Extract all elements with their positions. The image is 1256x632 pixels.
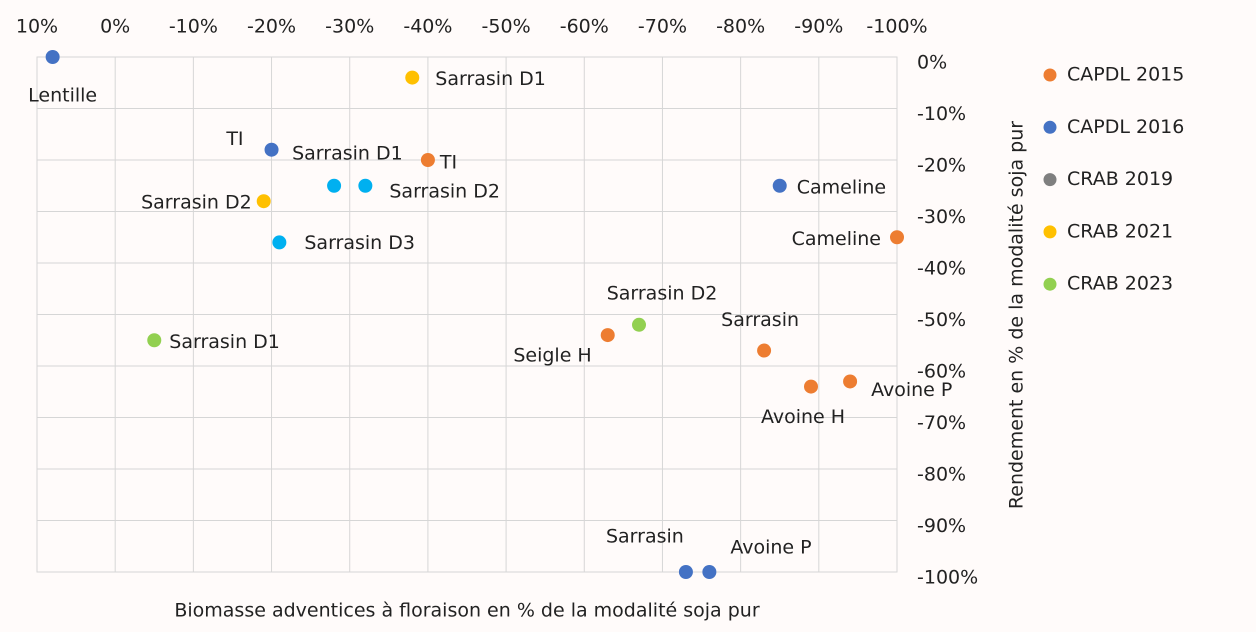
point-label: Sarrasin D2 xyxy=(141,192,252,214)
y-tick-label: -30% xyxy=(917,206,966,228)
x-tick-label: -30% xyxy=(325,16,374,38)
x-tick-label: -70% xyxy=(638,16,687,38)
point-label: Avoine P xyxy=(730,537,811,559)
point-label: Sarrasin xyxy=(606,526,684,548)
point xyxy=(772,178,787,193)
point-label: Seigle H xyxy=(513,345,591,367)
point xyxy=(420,153,435,167)
point xyxy=(632,317,646,332)
point xyxy=(757,343,772,358)
y-tick-label: -90% xyxy=(917,515,966,537)
point-label: Avoine P xyxy=(871,379,952,401)
point-label: Sarrasin D2 xyxy=(607,282,718,304)
x-tick-label: 10% xyxy=(16,16,58,38)
y-tick-label: -60% xyxy=(917,361,966,383)
x-tick-label: -60% xyxy=(560,16,609,38)
y-tick-label: -100% xyxy=(917,567,978,589)
x-tick-label: -100% xyxy=(866,16,927,38)
legend-label: CAPDL 2016 xyxy=(1067,116,1184,138)
point xyxy=(843,374,858,389)
legend-label: CRAB 2023 xyxy=(1067,273,1173,295)
legend-marker xyxy=(1043,173,1057,187)
y-axis-title: Rendement en % de la modalité soja pur xyxy=(1006,121,1028,509)
y-tick-label: -10% xyxy=(917,103,966,125)
point xyxy=(804,379,818,394)
point xyxy=(147,333,162,348)
point-label: Cameline xyxy=(797,176,886,198)
x-tick-label: -90% xyxy=(794,16,843,38)
point xyxy=(327,178,342,193)
point xyxy=(702,565,717,579)
legend-marker xyxy=(1043,120,1057,134)
point xyxy=(256,194,271,209)
point-label: Lentille xyxy=(28,85,97,107)
point-label: TI xyxy=(225,128,243,150)
point-label: Sarrasin xyxy=(721,309,799,331)
legend-marker xyxy=(1043,277,1057,291)
y-tick-label: -50% xyxy=(917,309,966,331)
point-label: Sarrasin D1 xyxy=(292,142,403,164)
point xyxy=(405,70,420,85)
point xyxy=(600,328,615,343)
y-tick-label: -40% xyxy=(917,258,966,280)
x-tick-label: -80% xyxy=(716,16,765,38)
x-tick-label: -40% xyxy=(403,16,452,38)
point-label: Sarrasin D1 xyxy=(435,68,546,90)
point xyxy=(264,142,279,157)
legend-marker xyxy=(1043,225,1057,239)
legend-label: CRAB 2019 xyxy=(1067,168,1173,190)
x-axis-title: Biomasse adventices à floraison en % de … xyxy=(174,600,759,622)
point-label: TI xyxy=(439,152,457,174)
legend-marker xyxy=(1043,68,1057,82)
point-label: Cameline xyxy=(792,228,881,250)
point xyxy=(890,230,904,245)
point xyxy=(45,50,60,64)
x-tick-label: -20% xyxy=(247,16,296,38)
point-label: Sarrasin D3 xyxy=(304,232,415,254)
y-tick-label: 0% xyxy=(917,52,947,74)
x-tick-label: 0% xyxy=(100,16,130,38)
point xyxy=(678,565,693,579)
x-tick-label: -10% xyxy=(169,16,218,38)
point xyxy=(272,235,287,250)
point-label: Avoine H xyxy=(761,406,845,428)
x-tick-label: -50% xyxy=(482,16,531,38)
legend-label: CAPDL 2015 xyxy=(1067,64,1184,86)
point-label: Sarrasin D1 xyxy=(169,331,280,353)
point xyxy=(358,178,373,193)
y-tick-label: -80% xyxy=(917,464,966,486)
y-tick-label: -20% xyxy=(917,155,966,177)
point-label: Sarrasin D2 xyxy=(389,180,500,202)
legend-label: CRAB 2021 xyxy=(1067,220,1173,242)
y-tick-label: -70% xyxy=(917,412,966,434)
